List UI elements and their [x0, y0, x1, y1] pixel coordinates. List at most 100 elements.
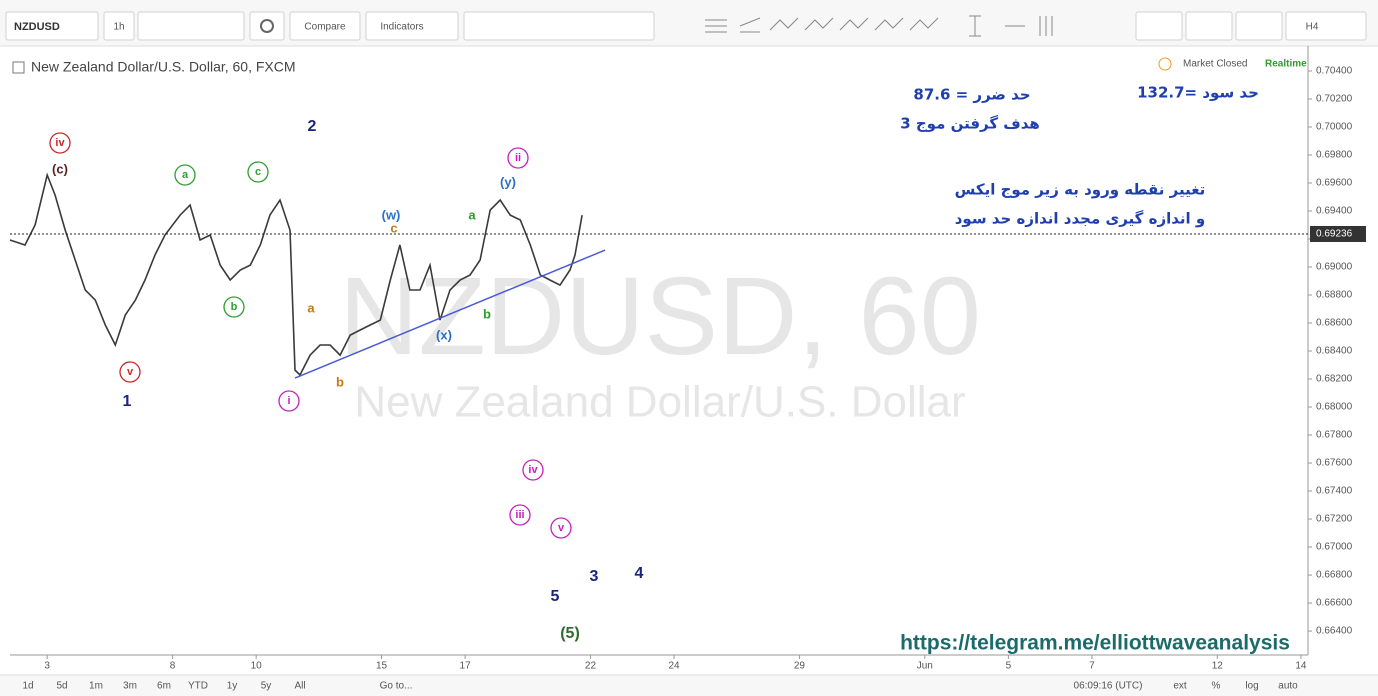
wave-circle [223, 296, 245, 318]
cloud-save[interactable] [1235, 11, 1283, 41]
x-tick-label: 3 [44, 661, 50, 672]
x-tick-label: 14 [1295, 661, 1307, 672]
wave-circle [119, 361, 141, 383]
collapse-icon[interactable] [12, 61, 25, 74]
x-tick-label: 5 [1006, 661, 1012, 672]
trendline [294, 249, 606, 379]
wave-label: 2 [308, 118, 317, 135]
compare: Compare [304, 22, 346, 33]
wave-label: c [255, 166, 261, 178]
y-tick-label: 0.66600 [1316, 598, 1353, 609]
warning-icon [1158, 57, 1172, 71]
remeasure-note: و اندازه گیری مجدد اندازه حد سود [955, 210, 1206, 228]
y-tick-label: 0.67600 [1316, 458, 1353, 469]
timeframe-box[interactable] [1285, 11, 1367, 41]
wave-circle [49, 132, 71, 154]
last-price-label: 0.69236 [1316, 229, 1353, 240]
y-tick-label: 0.66400 [1316, 626, 1353, 637]
y-tick-label: 0.68800 [1316, 290, 1353, 301]
y-tick-label: 0.66800 [1316, 570, 1353, 581]
wave-label: b [231, 301, 238, 313]
range-button[interactable]: 3m [123, 681, 137, 692]
y-tick-label: 0.69800 [1316, 150, 1353, 161]
last-price-box [1310, 225, 1366, 242]
x-tick-label: 10 [251, 661, 263, 672]
indicators-button[interactable] [365, 11, 459, 41]
range-button[interactable]: All [294, 681, 305, 692]
wave-circle [507, 147, 529, 169]
wave-label: (c) [52, 161, 68, 176]
tools-box[interactable] [463, 11, 655, 41]
wave-label: (w) [382, 207, 401, 222]
wave-label: 5 [551, 588, 560, 605]
axis-option[interactable]: % [1212, 681, 1221, 692]
range-button[interactable]: 5y [261, 681, 272, 692]
y-tick-label: 0.69600 [1316, 178, 1353, 189]
price-line [9, 172, 583, 377]
x-tick-label: 12 [1212, 661, 1224, 672]
x-tick-label: Jun [917, 661, 933, 672]
y-tick-label: 0.70200 [1316, 94, 1353, 105]
y-tick-label: 0.70000 [1316, 122, 1353, 133]
symbol-box[interactable] [5, 11, 99, 41]
y-tick-label: 0.68000 [1316, 402, 1353, 413]
chart-type-box[interactable] [137, 11, 245, 41]
y-tick-label: 0.67800 [1316, 430, 1353, 441]
wave-label: v [558, 522, 565, 534]
y-tick-label: 0.69000 [1316, 262, 1353, 273]
telegram-link[interactable]: https://telegram.me/elliottwaveanalysis [900, 632, 1290, 655]
entry-note: تغییر نقطه ورود به زیر موج ایکس [955, 181, 1206, 199]
y-tick-label: 0.69400 [1316, 206, 1353, 217]
settings-button[interactable] [249, 11, 285, 41]
market-status: Market Closed [1183, 59, 1247, 70]
wave-label: iv [528, 464, 538, 476]
symbol: NZDUSD [14, 21, 60, 33]
range-button[interactable]: 1d [22, 681, 33, 692]
clock: 06:09:16 (UTC) [1074, 681, 1143, 692]
wave-label: iv [55, 137, 65, 149]
interval-box[interactable] [103, 11, 135, 41]
wave-label: a [182, 169, 189, 181]
watermark-symbol: NZDUSD, 60 [339, 255, 981, 378]
axis-option[interactable]: log [1245, 681, 1258, 692]
wave-label: 4 [635, 565, 644, 582]
range-button[interactable]: 1m [89, 681, 103, 692]
range-button[interactable]: 1y [227, 681, 238, 692]
y-tick-label: 0.68400 [1316, 346, 1353, 357]
stop-loss-note: حد ضرر = 87.6 [913, 86, 1030, 104]
x-tick-label: 7 [1089, 661, 1095, 672]
layout-button[interactable] [1135, 11, 1183, 41]
wave-label: 3 [590, 568, 599, 585]
axis-option[interactable]: auto [1278, 681, 1298, 692]
cloud-load[interactable] [1185, 11, 1233, 41]
wave-label: b [336, 374, 344, 389]
wave-circle [509, 504, 531, 526]
wave-label: a [468, 207, 476, 222]
range-button[interactable]: YTD [188, 681, 208, 692]
wave-circle [174, 164, 196, 186]
legend-title: New Zealand Dollar/U.S. Dollar, 60, FXCM [31, 59, 296, 75]
wave-label: ii [515, 152, 521, 164]
wave-label: i [287, 395, 290, 407]
wave-label: b [483, 306, 491, 321]
y-tick-label: 0.70400 [1316, 66, 1353, 77]
range-button[interactable]: 6m [157, 681, 171, 692]
x-tick-label: 24 [668, 661, 680, 672]
gear-icon [260, 19, 274, 33]
y-tick-label: 0.68200 [1316, 374, 1353, 385]
range-button[interactable]: 5d [56, 681, 67, 692]
x-tick-label: 29 [794, 661, 806, 672]
x-tick-label: 22 [585, 661, 597, 672]
x-tick-label: 17 [460, 661, 472, 672]
tool-icons [705, 15, 1053, 37]
indicators: Indicators [380, 22, 423, 33]
timeframe: H4 [1306, 22, 1319, 33]
axis-option[interactable]: ext [1173, 681, 1187, 692]
goto[interactable]: Go to... [380, 681, 413, 692]
watermark-name: New Zealand Dollar/U.S. Dollar [354, 378, 965, 427]
wave-circle [522, 459, 544, 481]
compare-button[interactable] [289, 11, 361, 41]
wave-label: (y) [500, 174, 516, 189]
wave-label: a [307, 300, 315, 315]
